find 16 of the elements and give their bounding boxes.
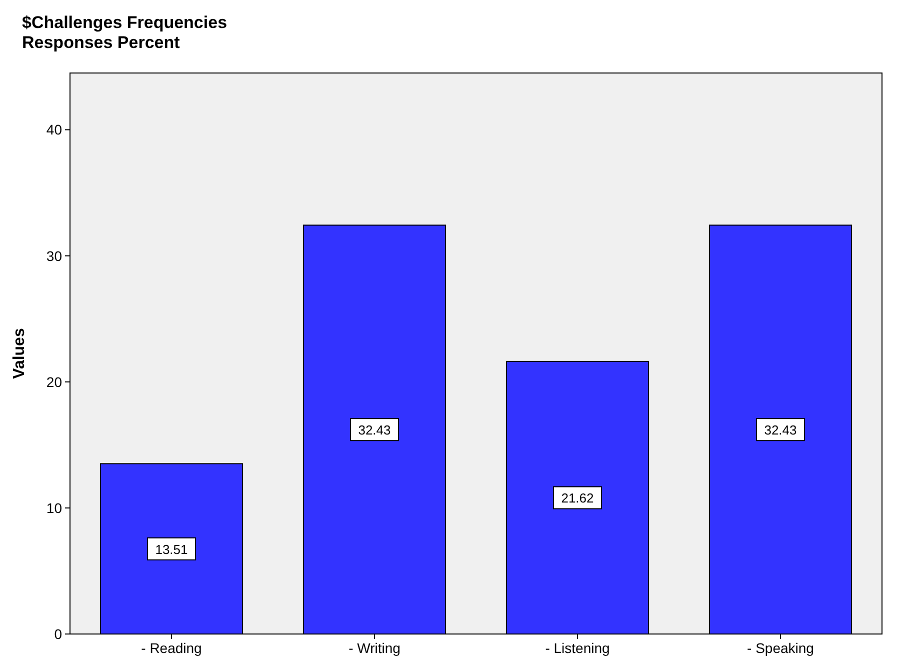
y-axis-title: Values bbox=[11, 328, 28, 379]
data-label: 13.51 bbox=[155, 542, 188, 557]
data-label: 32.43 bbox=[764, 422, 797, 438]
y-tick-label: 0 bbox=[54, 626, 62, 642]
y-tick-label: 30 bbox=[46, 248, 62, 264]
x-tick-label: - Reading bbox=[141, 640, 202, 656]
y-tick-label: 20 bbox=[46, 374, 62, 390]
y-tick-label: 40 bbox=[46, 122, 62, 138]
chart-title: $Challenges Frequencies bbox=[22, 13, 228, 32]
chart-subtitle: Responses Percent bbox=[22, 33, 180, 52]
y-tick-label: 10 bbox=[46, 500, 62, 516]
x-tick-label: - Listening bbox=[545, 640, 610, 656]
data-label: 32.43 bbox=[358, 422, 391, 438]
x-tick-label: - Speaking bbox=[747, 640, 814, 656]
data-label: 21.62 bbox=[561, 490, 594, 506]
x-tick-label: - Writing bbox=[348, 640, 400, 656]
